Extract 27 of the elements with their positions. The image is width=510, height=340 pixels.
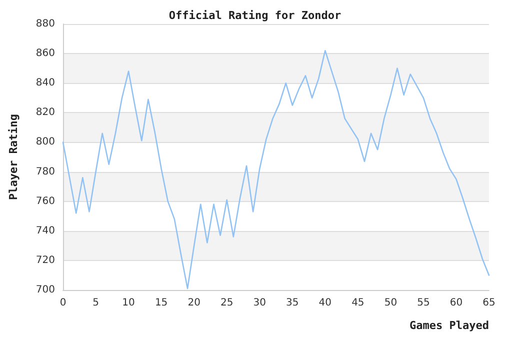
x-axis-title: Games Played	[410, 319, 489, 332]
x-tick-label: 0	[60, 298, 66, 308]
x-tick-label: 20	[188, 298, 200, 308]
chart-title: Official Rating for Zondor	[168, 9, 342, 22]
x-tick-label: 10	[122, 298, 135, 308]
y-tick-label: 840	[36, 78, 55, 89]
y-tick-label: 740	[36, 225, 55, 236]
y-tick-label: 860	[36, 48, 55, 60]
x-tick-label: 5	[92, 298, 99, 308]
x-tick-label: 55	[417, 298, 430, 308]
y-tick-label: 780	[36, 166, 55, 178]
y-tick-label: 720	[36, 254, 55, 266]
x-tick-label: 60	[450, 298, 463, 308]
x-tick-label: 25	[220, 298, 234, 308]
x-tick-label: 35	[286, 298, 299, 308]
x-tick-label: 15	[154, 298, 168, 308]
y-tick-label: 700	[36, 284, 55, 296]
y-axis-title: Player Rating	[7, 114, 20, 200]
y-tick-label: 820	[36, 107, 55, 118]
x-tick-label: 65	[482, 298, 496, 308]
y-tick-label: 880	[36, 18, 55, 30]
x-tick-label: 50	[384, 298, 398, 308]
y-tick-label: 800	[36, 136, 55, 148]
x-tick-label: 45	[352, 298, 364, 308]
x-tick-label: 30	[253, 298, 266, 308]
y-tick-label: 760	[36, 196, 55, 207]
x-tick-label: 40	[318, 298, 332, 308]
